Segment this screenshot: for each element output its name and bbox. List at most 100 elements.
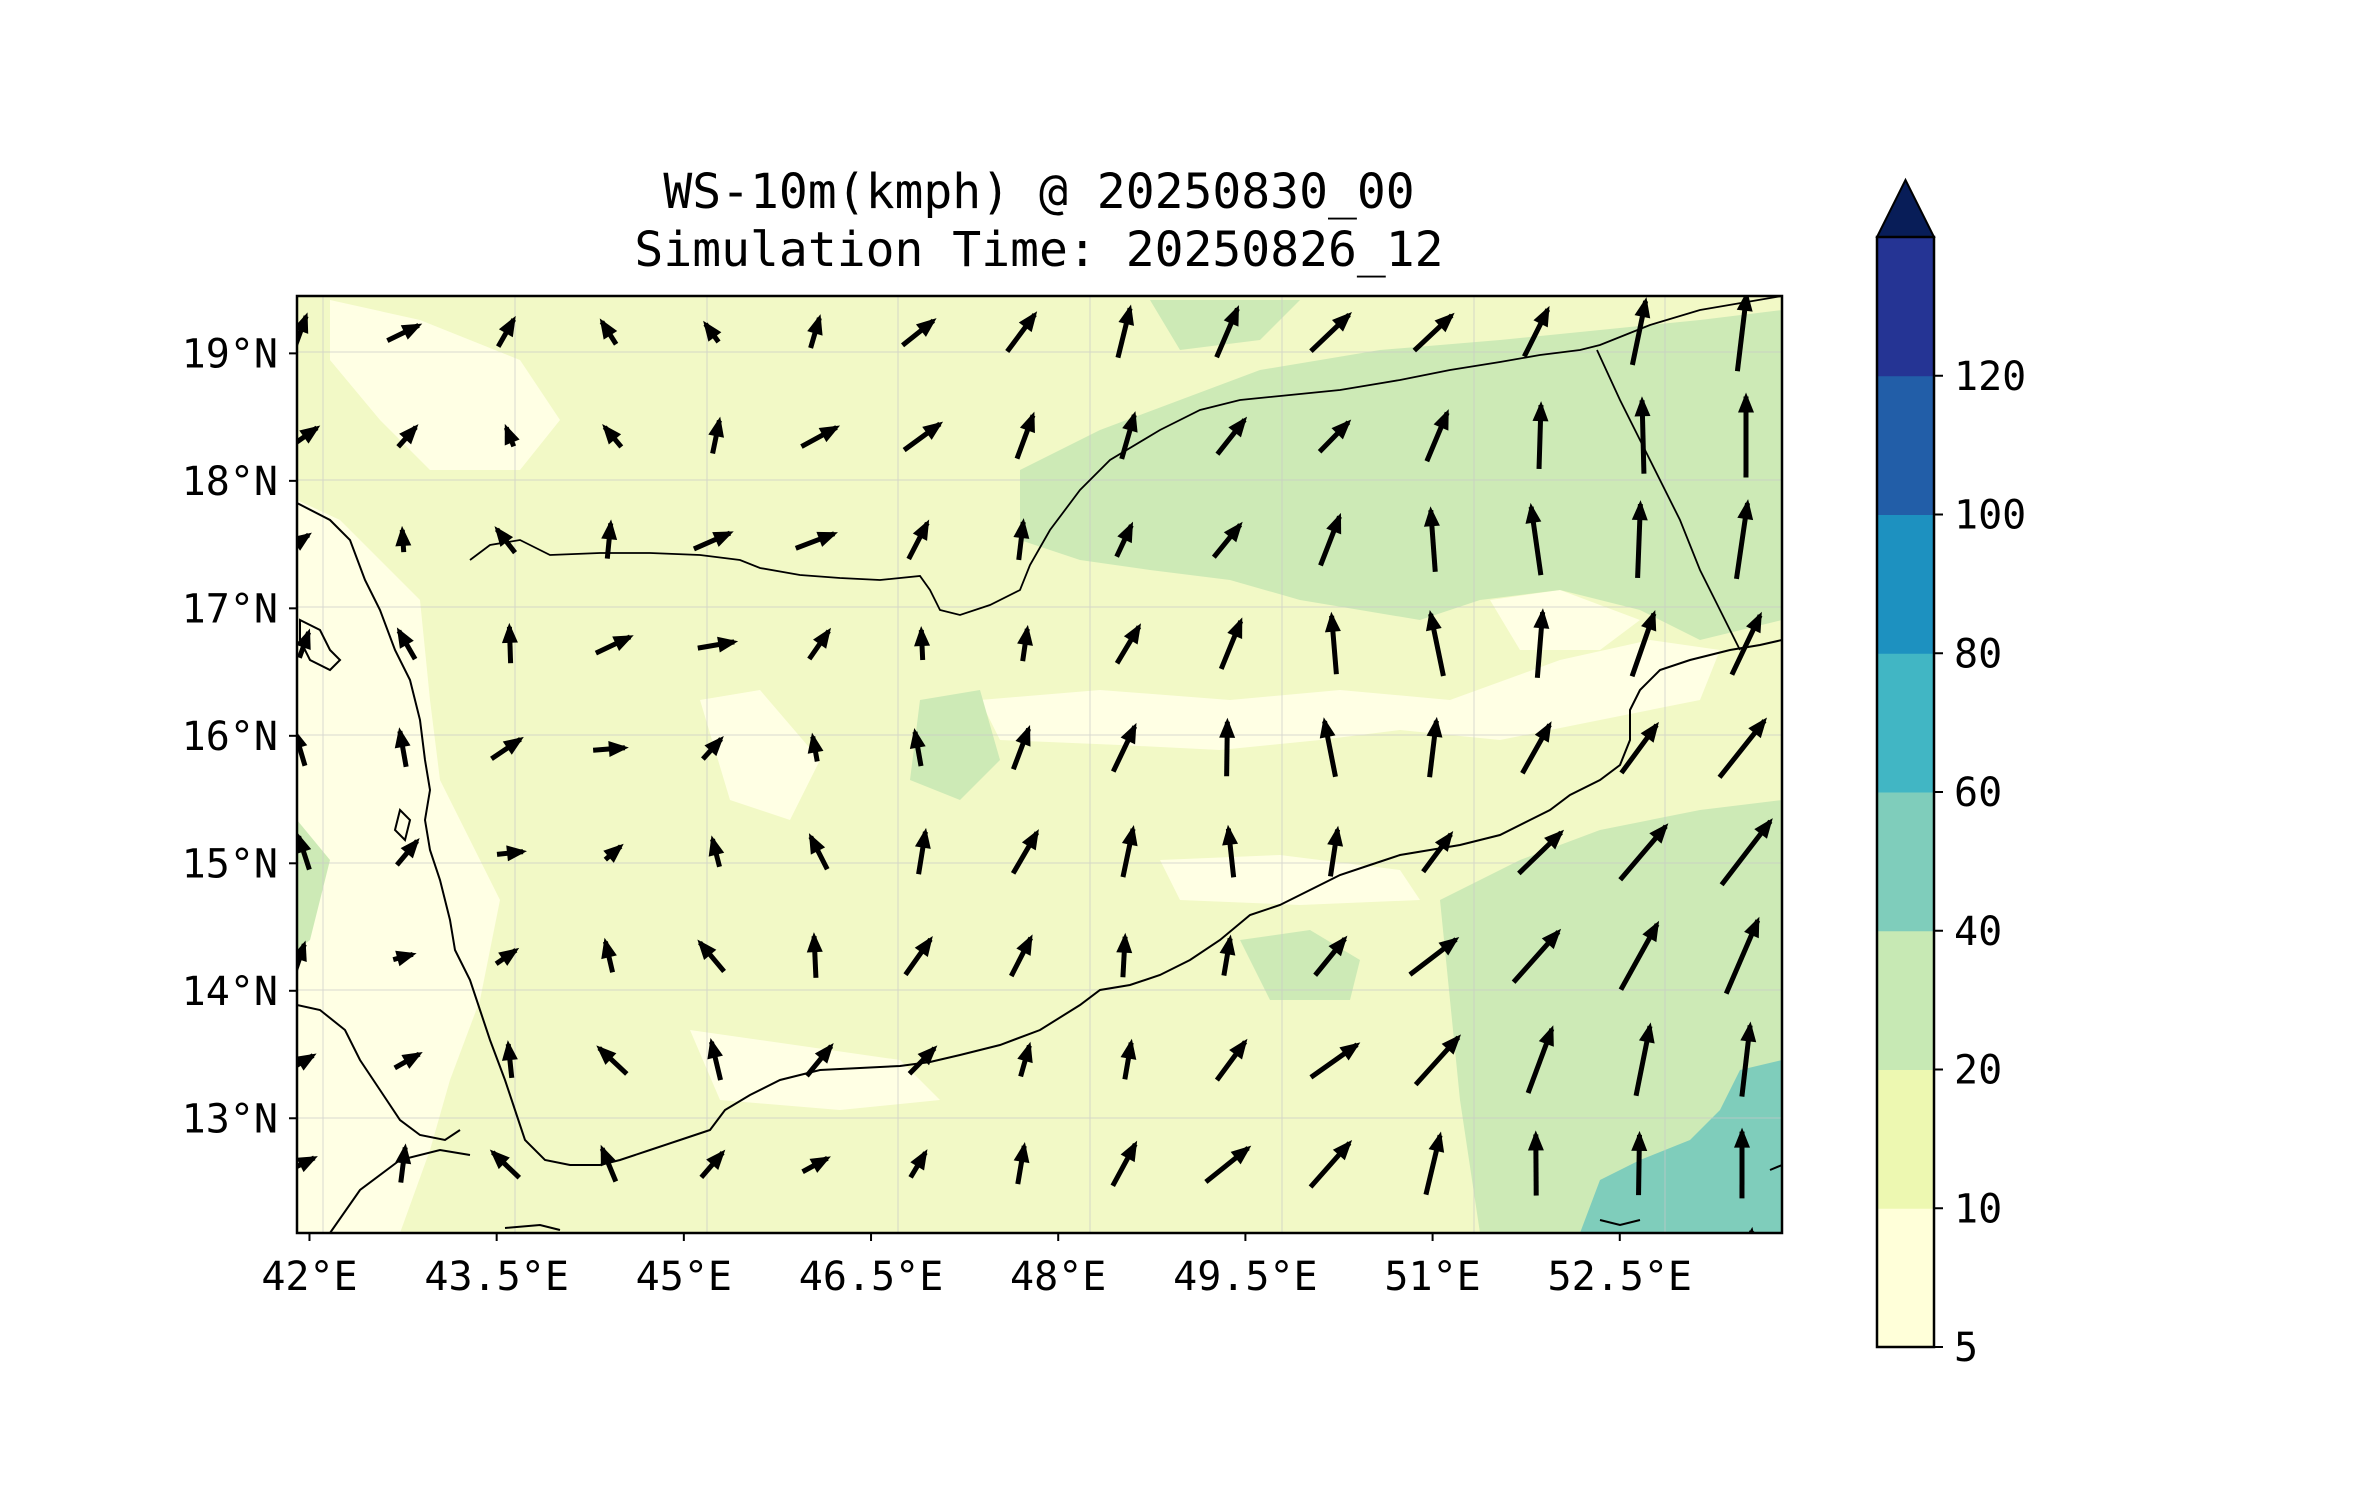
wind-arrow bbox=[1423, 506, 1440, 572]
wind-arrow bbox=[489, 1149, 522, 1180]
colorbar-segment bbox=[1877, 237, 1934, 377]
wind-arrow bbox=[1532, 401, 1549, 469]
wind-arrow bbox=[297, 532, 312, 551]
wind-arrow bbox=[1734, 1127, 1751, 1199]
wind-arrow bbox=[1017, 624, 1033, 662]
wind-arrow bbox=[1114, 521, 1134, 558]
wind-arrow bbox=[1729, 611, 1763, 676]
wind-arrow bbox=[1014, 411, 1036, 460]
wind-arrow bbox=[1218, 617, 1244, 670]
country-borders bbox=[469, 296, 1782, 651]
wind-arrow bbox=[1017, 1041, 1033, 1078]
wind-arrow bbox=[807, 314, 823, 349]
wind-arrow bbox=[1412, 312, 1455, 353]
wind-arrow bbox=[707, 1038, 723, 1081]
wind-arrow bbox=[503, 423, 520, 448]
wind-arrow bbox=[494, 526, 518, 555]
x-axis: 42°E 43.5°E 45°E 46.5°E 48°E 49.5°E 51°E 52.5°E bbox=[261, 1233, 1692, 1300]
wind-arrow bbox=[1120, 825, 1138, 878]
wind-arrow bbox=[396, 627, 418, 661]
wind-arrow bbox=[1426, 716, 1443, 778]
y-tick-label: 16°N bbox=[182, 714, 278, 760]
wind-arrow bbox=[1634, 396, 1651, 474]
wind-arrow bbox=[1120, 1038, 1137, 1080]
wind-arrow bbox=[592, 741, 629, 757]
wind-arrow bbox=[804, 1043, 834, 1078]
wind-arrow bbox=[1318, 512, 1342, 567]
wind-arrow bbox=[806, 932, 823, 978]
y-axis: 19°N 18°N 17°N 16°N 15°N 14°N 13°N bbox=[182, 331, 297, 1142]
colorbar-label: 10 bbox=[1954, 1186, 2002, 1232]
map-title: WS-10m(kmph) @ 20250830_00 bbox=[663, 164, 1414, 220]
wind-arrow bbox=[1204, 1145, 1252, 1184]
wind-arrow bbox=[701, 735, 724, 761]
moderate-wind-areas bbox=[297, 300, 1782, 1233]
colorbar-segment bbox=[1877, 375, 1934, 515]
wind-arrow bbox=[1522, 305, 1550, 358]
wind-arrow bbox=[297, 312, 309, 349]
wind-arrow bbox=[807, 627, 832, 661]
wind-arrow bbox=[914, 827, 931, 875]
wind-arrow bbox=[1520, 721, 1552, 775]
wind-arrow bbox=[1533, 608, 1550, 678]
wind-arrow bbox=[1413, 1034, 1461, 1087]
x-tick-label: 52.5°E bbox=[1548, 1254, 1693, 1300]
wind-arrow bbox=[1115, 304, 1135, 359]
wind-arrow bbox=[708, 835, 725, 868]
wind-arrow bbox=[601, 937, 617, 973]
wind-arrow bbox=[1308, 1140, 1353, 1189]
wind-arrow bbox=[297, 628, 311, 659]
wind-arrow bbox=[1717, 717, 1767, 779]
wind-arrow bbox=[1738, 392, 1755, 478]
wind-arrow bbox=[907, 1045, 938, 1076]
wind-arrow bbox=[1629, 297, 1651, 366]
wind-arrow bbox=[1327, 825, 1344, 877]
wind-arrow bbox=[1013, 1142, 1030, 1185]
y-tick-label: 19°N bbox=[182, 331, 278, 377]
colorbar-segment bbox=[1877, 792, 1934, 932]
wind-arrow bbox=[1723, 916, 1761, 995]
wind-arrow bbox=[1734, 296, 1753, 372]
wind-arrow bbox=[599, 318, 619, 346]
wind-arrow bbox=[1214, 305, 1240, 359]
wind-arrow bbox=[601, 519, 618, 559]
colorbar-label: 20 bbox=[1954, 1048, 2002, 1094]
wind-arrow bbox=[392, 950, 417, 967]
wind-arrow bbox=[395, 525, 412, 553]
wind-arrow bbox=[297, 425, 321, 445]
wind-arrow bbox=[1517, 829, 1565, 876]
x-tick-label: 48°E bbox=[1010, 1254, 1106, 1300]
wind-arrow bbox=[1719, 818, 1773, 887]
wind-arrow bbox=[1748, 1226, 1755, 1233]
wind-arrow bbox=[1319, 717, 1338, 778]
wind-arrow bbox=[1010, 829, 1040, 875]
wind-arrow bbox=[1525, 1025, 1555, 1094]
wind-arrow bbox=[902, 421, 944, 453]
wind-arrow bbox=[909, 727, 926, 767]
y-tick-label: 15°N bbox=[182, 841, 278, 887]
wind-arrow bbox=[1531, 1239, 1547, 1296]
y-tick-label: 17°N bbox=[182, 586, 278, 632]
wind-arrow bbox=[297, 1155, 318, 1173]
low-wind-areas bbox=[297, 300, 1720, 1233]
wind-arrow bbox=[708, 416, 725, 454]
wind-arrow bbox=[395, 837, 420, 867]
wind-arrow bbox=[800, 425, 841, 449]
wind-arrow bbox=[599, 1144, 619, 1183]
wind-arrow bbox=[1631, 500, 1648, 579]
wind-arrow bbox=[1215, 416, 1248, 456]
wind-arrow bbox=[1618, 920, 1660, 991]
wind-arrow bbox=[1633, 1022, 1655, 1097]
wind-arrow bbox=[1309, 312, 1352, 353]
wind-arrow bbox=[1424, 409, 1450, 463]
wind-arrow bbox=[807, 732, 824, 762]
x-tick-label: 42°E bbox=[261, 1254, 357, 1300]
colorbar-label: 5 bbox=[1954, 1325, 1978, 1371]
colorbar-segment bbox=[1877, 1069, 1934, 1209]
colorbar-label: 120 bbox=[1954, 354, 2026, 400]
wind-arrow bbox=[394, 727, 411, 768]
wind-arrow bbox=[1013, 518, 1030, 561]
wind-arrow bbox=[1110, 1140, 1138, 1187]
wind-arrow bbox=[903, 936, 933, 977]
